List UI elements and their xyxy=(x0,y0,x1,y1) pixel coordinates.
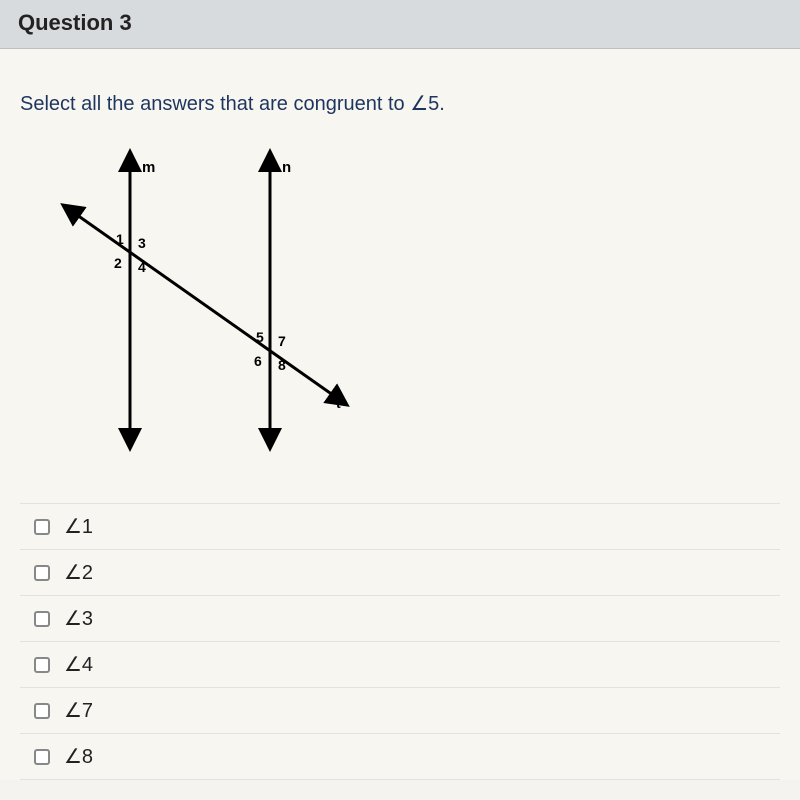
answer-options: ∠1 ∠2 ∠3 ∠4 ∠7 ∠8 xyxy=(20,503,780,780)
checkbox-icon[interactable] xyxy=(34,611,50,627)
svg-text:6: 6 xyxy=(254,353,262,369)
parallel-lines-diagram: mnt12345678 xyxy=(30,140,360,460)
checkbox-icon[interactable] xyxy=(34,657,50,673)
checkbox-icon[interactable] xyxy=(34,519,50,535)
svg-text:m: m xyxy=(142,159,155,176)
prompt-before: Select all the answers that are congruen… xyxy=(20,93,410,115)
option-label: ∠1 xyxy=(64,514,93,539)
option-angle-1[interactable]: ∠1 xyxy=(20,503,780,549)
svg-text:t: t xyxy=(336,395,341,411)
svg-text:8: 8 xyxy=(278,357,286,373)
checkbox-icon[interactable] xyxy=(34,749,50,765)
question-prompt: Select all the answers that are congruen… xyxy=(20,73,780,134)
svg-text:n: n xyxy=(282,159,291,176)
option-angle-3[interactable]: ∠3 xyxy=(20,595,780,641)
geometry-figure: mnt12345678 xyxy=(20,134,780,483)
option-angle-8[interactable]: ∠8 xyxy=(20,733,780,780)
question-body: Select all the answers that are congruen… xyxy=(0,49,800,780)
option-angle-7[interactable]: ∠7 xyxy=(20,687,780,733)
question-header: Question 3 xyxy=(0,0,800,49)
option-angle-4[interactable]: ∠4 xyxy=(20,641,780,687)
svg-text:2: 2 xyxy=(114,255,122,271)
svg-text:1: 1 xyxy=(116,231,124,247)
option-label: ∠4 xyxy=(64,652,93,677)
prompt-after: . xyxy=(439,93,445,115)
svg-text:4: 4 xyxy=(138,259,146,275)
checkbox-icon[interactable] xyxy=(34,703,50,719)
svg-text:5: 5 xyxy=(256,329,264,345)
question-title: Question 3 xyxy=(18,10,782,36)
checkbox-icon[interactable] xyxy=(34,565,50,581)
svg-text:7: 7 xyxy=(278,333,286,349)
option-label: ∠3 xyxy=(64,606,93,631)
prompt-target: ∠5 xyxy=(410,93,439,115)
option-label: ∠8 xyxy=(64,744,93,769)
option-label: ∠7 xyxy=(64,698,93,723)
svg-text:3: 3 xyxy=(138,235,146,251)
option-angle-2[interactable]: ∠2 xyxy=(20,549,780,595)
option-label: ∠2 xyxy=(64,560,93,585)
